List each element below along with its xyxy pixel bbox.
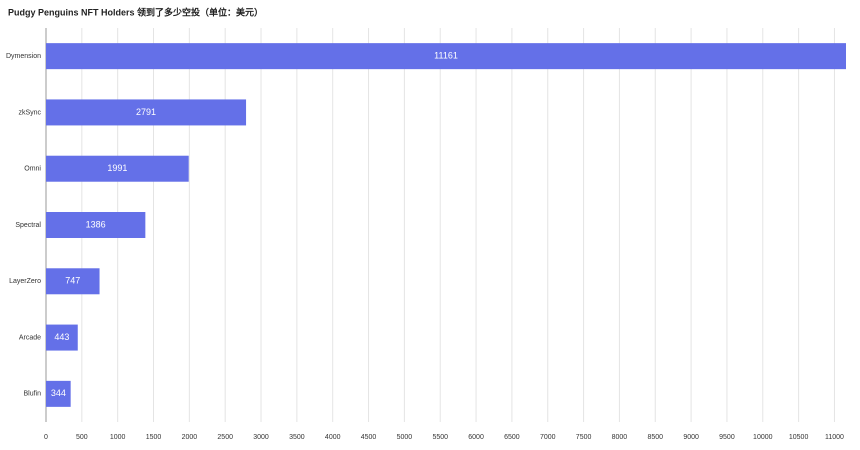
x-tick-label: 4500 bbox=[361, 434, 377, 441]
value-label: 2791 bbox=[136, 107, 156, 117]
x-tick-label: 8000 bbox=[612, 434, 628, 441]
y-tick-label: Dymension bbox=[6, 53, 41, 60]
x-tick-label: 7000 bbox=[540, 434, 556, 441]
x-tick-label: 1500 bbox=[146, 434, 162, 441]
value-label: 747 bbox=[65, 276, 80, 286]
x-tick-label: 0 bbox=[44, 434, 48, 441]
x-tick-label: 500 bbox=[76, 434, 88, 441]
bar bbox=[46, 380, 71, 407]
x-tick-label: 2500 bbox=[217, 434, 233, 441]
x-tick-label: 9500 bbox=[719, 434, 735, 441]
value-label: 344 bbox=[51, 388, 66, 398]
x-tick-label: 5500 bbox=[432, 434, 448, 441]
x-tick-label: 3000 bbox=[253, 434, 269, 441]
x-tick-label: 5000 bbox=[397, 434, 413, 441]
y-tick-label: Arcade bbox=[19, 334, 41, 341]
x-tick-label: 4000 bbox=[325, 434, 341, 441]
bar bbox=[46, 155, 189, 182]
bar bbox=[46, 43, 846, 70]
value-label: 443 bbox=[54, 332, 69, 342]
x-tick-label: 9000 bbox=[683, 434, 699, 441]
y-tick-label: Omni bbox=[24, 166, 41, 173]
bar bbox=[46, 212, 146, 238]
x-tick-label: 11000 bbox=[825, 434, 844, 441]
bar bbox=[46, 324, 78, 351]
value-label: 1386 bbox=[86, 219, 106, 229]
chart-title: Pudgy Penguins NFT Holders 领到了多少空投（单位：美元… bbox=[8, 6, 263, 17]
y-tick-label: Spectral bbox=[15, 222, 41, 229]
x-tick-label: 7500 bbox=[576, 434, 592, 441]
value-label: 11161 bbox=[434, 51, 458, 61]
x-tick-label: 10000 bbox=[753, 434, 773, 441]
x-tick-label: 6500 bbox=[504, 434, 520, 441]
bar bbox=[46, 268, 100, 295]
x-tick-label: 6000 bbox=[468, 434, 484, 441]
y-tick-label: LayerZero bbox=[9, 278, 41, 285]
x-tick-label: 8500 bbox=[647, 434, 663, 441]
x-tick-label: 10500 bbox=[789, 434, 809, 441]
x-tick-label: 3500 bbox=[289, 434, 305, 441]
value-label: 1991 bbox=[107, 163, 127, 173]
y-tick-label: Blufin bbox=[23, 391, 41, 398]
x-tick-label: 1000 bbox=[110, 434, 126, 441]
bar bbox=[46, 99, 247, 126]
x-tick-label: 2000 bbox=[182, 434, 198, 441]
y-tick-label: zkSync bbox=[18, 109, 41, 116]
